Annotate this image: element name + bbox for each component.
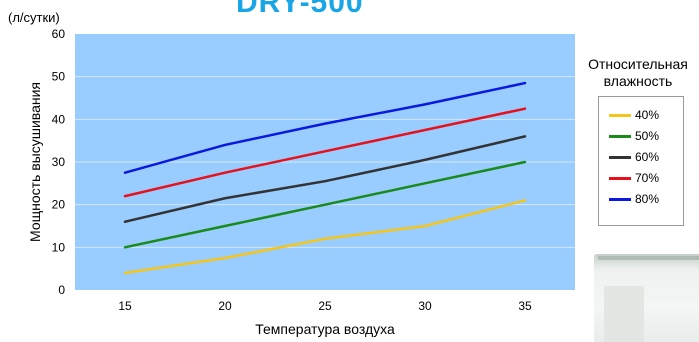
- x-tick-label: 30: [418, 299, 432, 313]
- legend-swatch: [609, 155, 631, 159]
- x-tick-label: 35: [518, 299, 532, 313]
- y-tick-label: 0: [58, 283, 65, 297]
- legend-swatch: [609, 197, 631, 201]
- y-unit-label: (л/сутки): [8, 10, 60, 25]
- y-axis-label: Мощность высушивания: [27, 82, 43, 242]
- legend-label: 60%: [635, 150, 660, 164]
- x-axis-label: Температура воздуха: [255, 321, 395, 337]
- series-group: [123, 81, 527, 275]
- legend-swatch: [609, 134, 631, 138]
- x-tick-label: 25: [318, 299, 332, 313]
- y-axis: 0 10 20 30 40 50 60: [52, 27, 66, 297]
- legend-swatch: [609, 113, 631, 117]
- series-line-50pct: [123, 160, 527, 249]
- legend-title: Относительная влажность: [588, 56, 688, 89]
- legend-item: 70%: [609, 170, 659, 186]
- legend-item: 40%: [609, 107, 659, 123]
- y-tick-label: 50: [52, 70, 66, 84]
- page-title: DRY-500: [236, 0, 364, 19]
- legend-label: 80%: [635, 192, 660, 206]
- y-tick-label: 20: [52, 198, 66, 212]
- y-tick-label: 60: [52, 27, 66, 41]
- legend-label: 40%: [635, 108, 660, 122]
- y-tick-label: 40: [52, 112, 66, 126]
- legend-item: 60%: [609, 149, 659, 165]
- y-tick-label: 30: [52, 155, 66, 169]
- legend-item: 80%: [609, 191, 659, 207]
- series-line-40pct: [123, 199, 527, 275]
- legend: 40% 50% 60% 70% 80%: [598, 96, 684, 226]
- legend-item: 50%: [609, 128, 659, 144]
- series-line-70pct: [123, 107, 527, 198]
- x-axis: 15 20 25 30 35: [118, 299, 532, 313]
- series-line-60pct: [123, 135, 527, 223]
- y-tick-label: 10: [52, 240, 66, 254]
- product-photo: [594, 254, 699, 342]
- legend-label: 70%: [635, 171, 660, 185]
- legend-label: 50%: [635, 129, 660, 143]
- series-line-80pct: [123, 81, 527, 174]
- x-tick-label: 20: [218, 299, 232, 313]
- x-tick-label: 15: [118, 299, 132, 313]
- legend-swatch: [609, 176, 631, 180]
